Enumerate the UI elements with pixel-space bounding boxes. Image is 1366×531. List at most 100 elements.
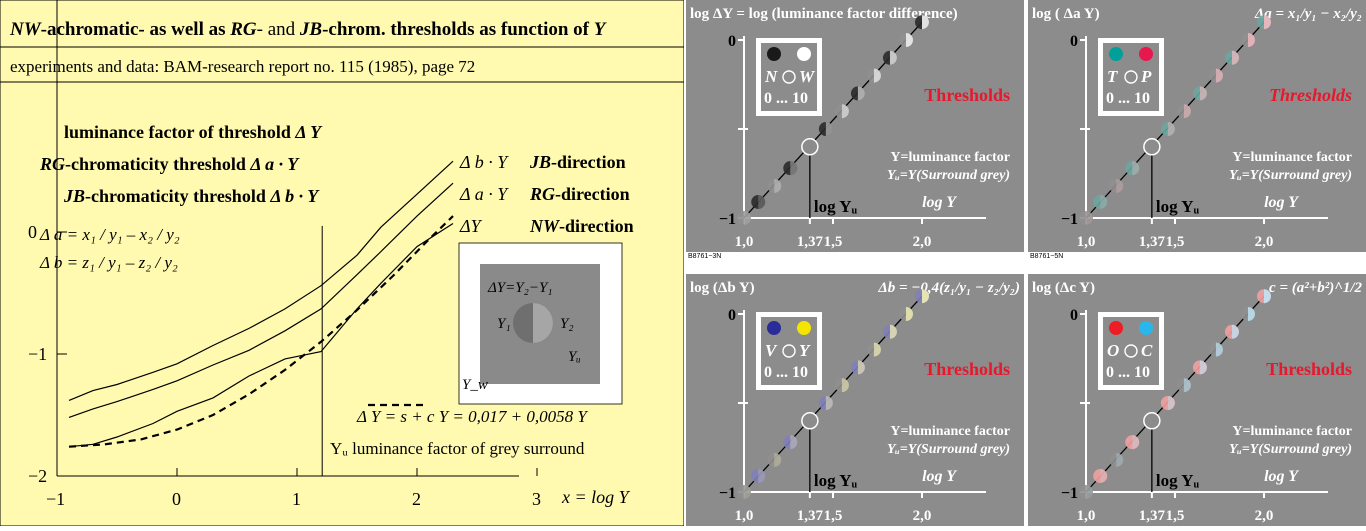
- threshold-circle: [783, 435, 798, 450]
- threshold-circle-half: [1116, 178, 1124, 193]
- legend-entry: RG-chromaticity threshold Δ a · Y: [39, 154, 300, 174]
- threshold-circle: [767, 178, 782, 193]
- threshold-circle-half: [1264, 15, 1271, 30]
- direction-symbol: ΔY: [459, 216, 483, 236]
- formula-a: Δ a = x₁ / y₁ – x₂ / y₂: [39, 225, 180, 244]
- threshold-circle-half: [1100, 468, 1108, 483]
- note-surround: Yᵤ=Y(Surround grey): [1229, 442, 1352, 457]
- swatch-range: 0 ... 10: [1106, 364, 1150, 381]
- main-annotations: luminance factor of threshold Δ Y RG-chro…: [39, 122, 634, 458]
- panel-x-tick-label: 1,37: [1139, 234, 1166, 250]
- panel-background: [686, 0, 1024, 252]
- panel-nw-code: B8761−3N: [688, 253, 722, 260]
- panel-title-formula: Δa = x₁/y₁ − x₂/y₂: [1254, 6, 1362, 22]
- threshold-circle-half: [1247, 307, 1255, 321]
- direction-label: RG-direction: [529, 184, 630, 204]
- panel-x-tick-label: 1,5: [1166, 234, 1185, 250]
- main-chart-panel: NW-achromatic- as well as RG- and JB-chr…: [0, 0, 685, 527]
- legend-symbol: Δ Y: [294, 122, 323, 142]
- formula-b: Δ b = z₁ / y₁ – z₂ / y₂: [39, 253, 178, 272]
- threshold-circle-half: [774, 452, 782, 467]
- threshold-circle: [818, 122, 833, 136]
- swatch-range: 0 ... 10: [1106, 90, 1150, 107]
- threshold-circle-yu: [801, 412, 819, 430]
- legend-entry: luminance factor of threshold Δ Y: [64, 122, 323, 142]
- swatch-color-left: [1109, 321, 1123, 335]
- legend-entry: JB-chromaticity threshold Δ b · Y: [63, 186, 320, 206]
- x-tick-label: 0: [172, 489, 181, 509]
- swatch-ring: [782, 70, 796, 84]
- panel-oc-chart: log (Δc Y) c = (a²+b²)^1/2 0 −1 1,0 1,37 1,5 2,…: [1028, 274, 1366, 526]
- threshold-circle-half: [1183, 104, 1191, 119]
- threshold-circle: [737, 485, 751, 499]
- panel-background: [686, 274, 1024, 526]
- threshold-circle-half: [1231, 50, 1239, 65]
- threshold-circle-half: [1086, 485, 1093, 499]
- threshold-circle-half: [825, 396, 833, 410]
- x-tick-label: 2: [412, 489, 421, 509]
- note-surround: Yᵤ=Y(Surround grey): [887, 168, 1010, 183]
- thresholds-label: Thresholds: [924, 359, 1010, 379]
- legend-head: JB: [63, 186, 85, 206]
- panel-x-tick-label: 2,0: [913, 508, 932, 524]
- panel-x-tick-label: 1,0: [1077, 234, 1096, 250]
- y-tick-label: −1: [28, 344, 47, 364]
- panel-oc: log (Δc Y) c = (a²+b²)^1/2 0 −1 1,0 1,37 1,5 2,…: [1028, 274, 1366, 526]
- threshold-circle-half: [922, 15, 929, 30]
- swatch-label-right: C: [1141, 341, 1153, 360]
- inset-formula: ΔY=Y₂−Y₁: [487, 280, 553, 296]
- threshold-circle: [818, 396, 833, 410]
- panel-y-tick-label: 0: [1070, 33, 1078, 50]
- panel-vy-chart: log (Δb Y) Δb = −0,4(z₁/y₁ − z₂/y₂) 0 −1 1,0…: [686, 274, 1024, 526]
- threshold-circle-half: [1167, 122, 1175, 136]
- panel-title-formula: Δb = −0,4(z₁/y₁ − z₂/y₂): [877, 280, 1020, 296]
- swatch-label-right: W: [799, 67, 816, 86]
- direction-symbol: Δ b · Y: [459, 152, 509, 172]
- threshold-circle-half: [1247, 33, 1255, 47]
- swatch-range: 0 ... 10: [764, 90, 808, 107]
- panel-y-tick-label: −1: [719, 211, 736, 228]
- panel-x-tick-label: 1,5: [824, 508, 843, 524]
- swatch-ring: [1124, 344, 1138, 358]
- threshold-circle-yu: [801, 138, 819, 156]
- note-luminance-factor: Y=luminance factor: [1232, 424, 1352, 439]
- direction-head: JB: [529, 152, 551, 172]
- threshold-circle: [1079, 485, 1093, 499]
- threshold-circle-half: [790, 435, 798, 450]
- panel-y-tick-label: −1: [719, 485, 736, 502]
- panel-x-tick-label: 1,37: [797, 234, 824, 250]
- threshold-circle-half: [825, 122, 833, 136]
- panel-x-tick-label: 1,37: [1139, 508, 1166, 524]
- inset-surround-diagram: ΔY=Y₂−Y₁ Y₁ Y₂ Yᵤ Y_w: [458, 242, 623, 405]
- legend-symbol: Δ b · Y: [269, 186, 320, 206]
- inset-yw: Y_w: [462, 377, 488, 393]
- threshold-circle-half: [790, 161, 798, 176]
- threshold-circle-half: [1132, 161, 1140, 176]
- title-part: Y: [594, 19, 608, 40]
- note-luminance-factor: Y=luminance factor: [890, 424, 1010, 439]
- direction-label: JB-direction: [529, 152, 626, 172]
- direction-tail: -direction: [551, 152, 626, 172]
- threshold-circle: [1109, 178, 1124, 193]
- panel-x-tick-label: 2,0: [1255, 234, 1274, 250]
- thresholds-label: Thresholds: [924, 85, 1010, 105]
- threshold-circle: [1160, 122, 1175, 136]
- log-y-label: log Y: [1264, 468, 1299, 485]
- threshold-circle-half: [857, 86, 865, 101]
- swatch-ring: [1124, 70, 1138, 84]
- swatch-label-right: Y: [799, 341, 811, 360]
- swatch-label-left: V: [765, 341, 778, 360]
- title-part: - and: [257, 19, 300, 40]
- swatch-label-left: O: [1107, 341, 1119, 360]
- note-surround: Yᵤ=Y(Surround grey): [1229, 168, 1352, 183]
- threshold-circle-half: [1167, 396, 1175, 410]
- threshold-circle-half: [1231, 324, 1239, 339]
- title-part: NW: [9, 19, 42, 40]
- x-tick-label: −1: [46, 489, 65, 509]
- fit-formula: Δ Y = s + c Y = 0,017 + 0,0058 Y: [356, 407, 588, 426]
- thresholds-label: Thresholds: [1266, 359, 1352, 379]
- panel-x-tick-label: 1,0: [735, 234, 754, 250]
- log-yu-label: log Yᵤ: [814, 471, 858, 490]
- thresholds-label: Thresholds: [1269, 85, 1352, 105]
- threshold-circle-half: [873, 68, 881, 83]
